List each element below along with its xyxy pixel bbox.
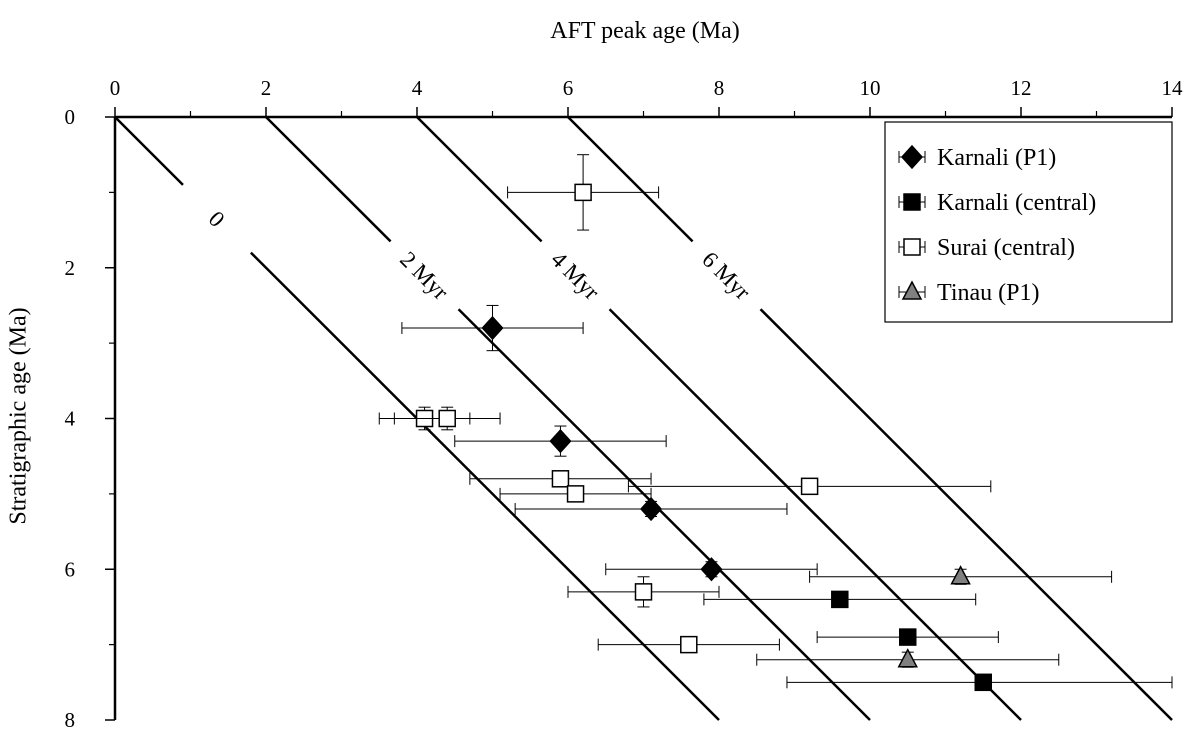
legend-marker bbox=[903, 238, 921, 256]
legend-box bbox=[884, 121, 1173, 323]
data-point bbox=[566, 485, 585, 503]
data-point bbox=[640, 496, 663, 522]
x-tick-label: 14 bbox=[1162, 76, 1184, 100]
legend-marker bbox=[903, 193, 921, 211]
x-tick-label: 6 bbox=[563, 76, 574, 100]
x-tick-label: 0 bbox=[110, 76, 121, 100]
y-tick-label: 2 bbox=[65, 256, 76, 280]
lag-line-label-bg bbox=[681, 230, 772, 320]
legend-label: Karnali (P1) bbox=[937, 145, 1056, 171]
x-tick-label: 12 bbox=[1011, 76, 1032, 100]
data-point bbox=[800, 477, 819, 496]
data-point bbox=[831, 590, 849, 609]
data-point bbox=[481, 315, 504, 341]
y-tick-label: 4 bbox=[65, 407, 76, 431]
x-tick-label: 8 bbox=[714, 76, 725, 100]
legend-label: Surai (central) bbox=[937, 235, 1075, 261]
data-point bbox=[549, 428, 572, 454]
lag-line bbox=[265, 116, 871, 721]
legend: Karnali (P1) Karnali (central) Surai (cent… bbox=[884, 121, 1173, 323]
y-axis-title: Stratigraphic age (Ma) bbox=[6, 307, 32, 524]
lag-line-label-bg bbox=[379, 230, 470, 320]
x-tick-label: 2 bbox=[261, 76, 272, 100]
data-point bbox=[950, 565, 971, 585]
data-point bbox=[551, 470, 570, 488]
data-point bbox=[899, 628, 917, 646]
data-point bbox=[680, 635, 698, 654]
lag-line bbox=[416, 116, 1022, 721]
y-tick-label: 0 bbox=[65, 105, 76, 129]
legend-marker bbox=[901, 280, 923, 300]
x-axis-title: AFT peak age (Ma) bbox=[550, 18, 740, 44]
y-tick-label: 8 bbox=[65, 708, 76, 732]
x-tick-label: 4 bbox=[412, 76, 423, 100]
legend-label: Tinau (P1) bbox=[937, 280, 1039, 306]
legend-marker bbox=[900, 144, 924, 170]
data-point bbox=[700, 557, 723, 582]
data-point bbox=[974, 673, 992, 692]
lag-line-label-bg bbox=[172, 174, 262, 264]
lag-line bbox=[567, 116, 1173, 721]
data-point bbox=[438, 409, 456, 428]
data-point bbox=[634, 583, 653, 601]
y-tick-label: 6 bbox=[65, 557, 76, 581]
lag-line-label-bg bbox=[530, 230, 621, 320]
x-tick-label: 10 bbox=[860, 76, 881, 100]
legend-label: Karnali (central) bbox=[937, 190, 1096, 216]
data-point bbox=[897, 648, 918, 668]
data-point bbox=[574, 183, 592, 202]
